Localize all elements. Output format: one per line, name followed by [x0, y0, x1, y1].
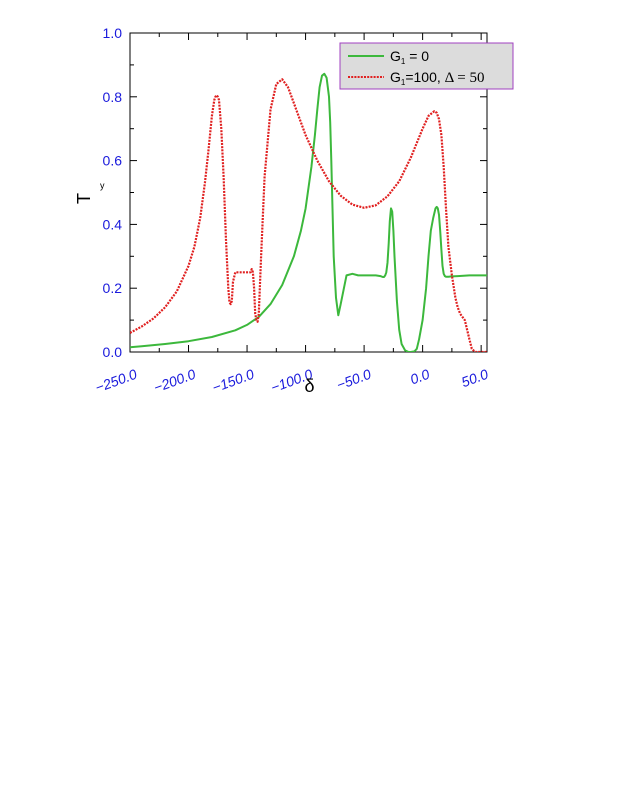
x-axis-label: δ: [304, 376, 314, 396]
x-tick-label: −50.0: [334, 366, 373, 393]
legend-entry-symbol: G: [390, 69, 401, 85]
y-axis-label-main: T: [74, 193, 94, 204]
legend-entry-2: G1=100, Δ = 50: [390, 69, 484, 87]
series-layer: [130, 72, 487, 352]
series-line-2: [130, 78, 487, 352]
legend-entry-subscript: 1: [401, 78, 406, 87]
legend: G1 = 0G1=100, Δ = 50: [339, 42, 514, 90]
y-tick-label: 1.0: [103, 25, 123, 41]
y-axis-label-sub: y: [100, 181, 105, 191]
x-tick-label: 50.0: [459, 366, 490, 390]
series-line-1: [130, 72, 487, 352]
legend-box: [339, 42, 514, 90]
x-tick-label: −250.0: [93, 366, 139, 396]
legend-entry-text: =100,: [405, 69, 444, 85]
legend-entry-extra: Δ = 50: [445, 70, 485, 86]
y-axis-label: Ty: [74, 181, 105, 205]
legend-entry-1: G1 = 0: [390, 48, 429, 66]
legend-entry-symbol: G: [390, 48, 401, 64]
x-tick-label: −150.0: [210, 366, 256, 396]
legend-entry-subscript: 1: [401, 57, 406, 66]
y-tick-label: 0.4: [103, 216, 123, 232]
x-tick-label: −200.0: [151, 366, 197, 396]
x-tick-label: 0.0: [408, 366, 432, 388]
y-tick-label: 0.0: [103, 344, 123, 360]
legend-entry-text: = 0: [405, 48, 429, 64]
y-tick-label: 0.2: [103, 280, 123, 296]
y-tick-label: 0.8: [103, 89, 123, 105]
y-tick-label: 0.6: [103, 153, 123, 169]
